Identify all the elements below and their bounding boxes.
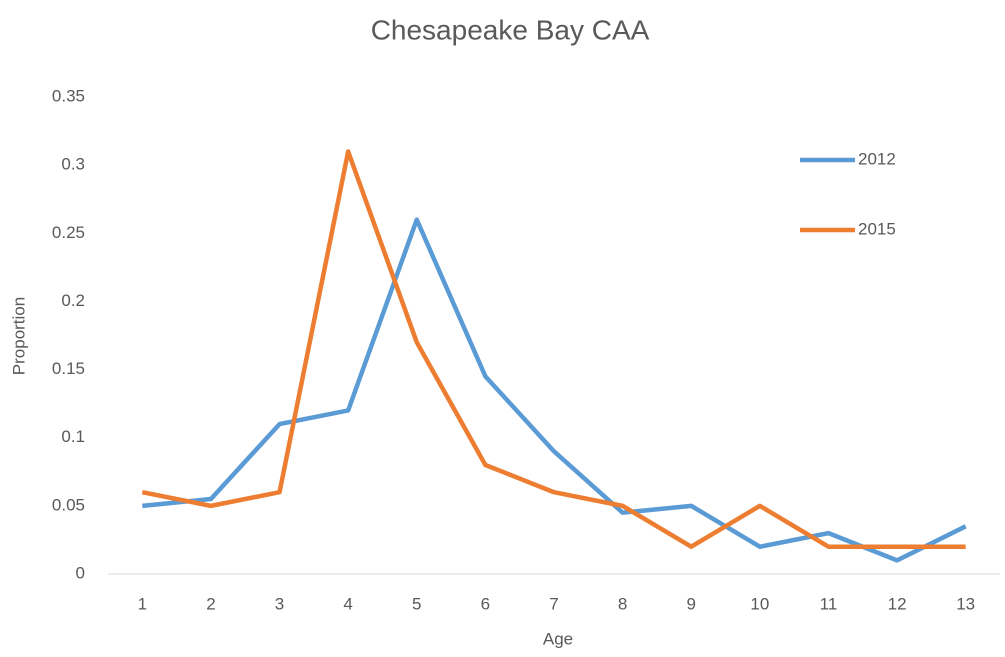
legend-label: 2015 [858, 219, 896, 238]
legend-label: 2012 [858, 149, 896, 168]
x-tick-label: 10 [750, 594, 769, 613]
y-tick-label: 0.25 [52, 223, 85, 242]
y-tick-label: 0.3 [61, 155, 85, 174]
y-tick-label: 0.2 [61, 291, 85, 310]
line-series [142, 217, 967, 563]
x-tick-label: 13 [956, 594, 975, 613]
x-tick-label: 7 [549, 594, 558, 613]
y-tick-label: 0.05 [52, 495, 85, 514]
x-tick-label: 4 [343, 594, 352, 613]
x-tick-label: 8 [618, 594, 627, 613]
y-tick-label: 0.15 [52, 359, 85, 378]
x-tick-label: 5 [412, 594, 421, 613]
x-tick-label: 12 [888, 594, 907, 613]
y-tick-label: 0.35 [52, 86, 85, 105]
chart-title: Chesapeake Bay CAA [371, 14, 650, 45]
x-tick-label: 3 [275, 594, 284, 613]
x-axis-label: Age [543, 629, 573, 648]
y-tick-label: 0 [76, 563, 85, 582]
x-tick-label: 1 [138, 594, 147, 613]
x-tick-label: 11 [820, 594, 838, 613]
x-tick-label: 9 [686, 594, 695, 613]
x-tick-label: 2 [206, 594, 215, 613]
line-series [141, 149, 966, 549]
x-tick-label: 6 [481, 594, 490, 613]
y-tick-label: 0.1 [61, 427, 85, 446]
y-axis-label: Proportion [9, 297, 28, 375]
